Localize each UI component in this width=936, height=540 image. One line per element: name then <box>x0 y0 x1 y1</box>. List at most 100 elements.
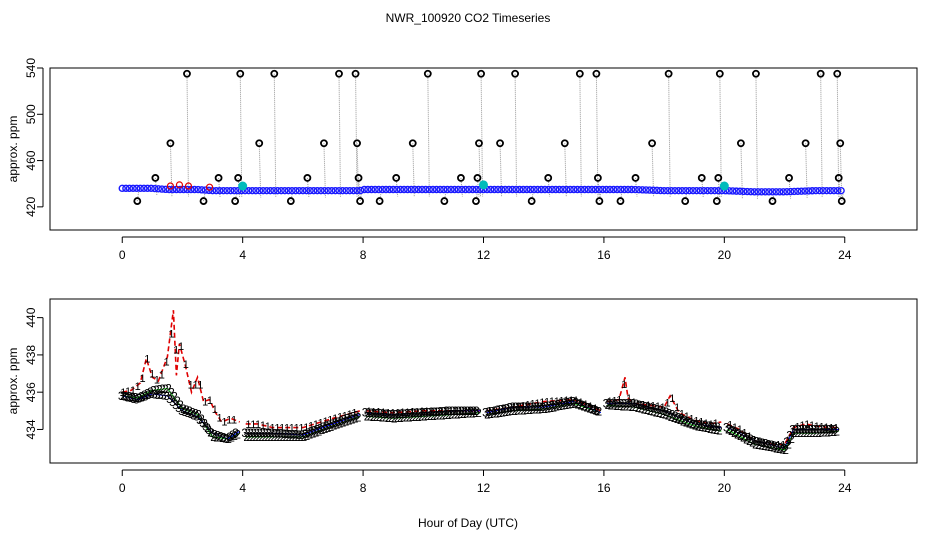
series-3-marker: 3 <box>756 435 763 449</box>
series-3-marker: 3 <box>735 426 742 440</box>
series-2-marker: 2 <box>659 407 666 421</box>
calibration-point <box>214 174 223 182</box>
series-3-marker: 3 <box>136 392 143 406</box>
calibration-point <box>408 139 417 148</box>
series-3-marker: 3 <box>606 396 613 410</box>
baseline-point <box>331 186 340 195</box>
baseline-point <box>580 185 589 194</box>
baseline-point <box>132 184 141 193</box>
series-1-marker: 1 <box>732 422 738 434</box>
series-2-marker: 2 <box>773 441 780 455</box>
series-3-marker: 3 <box>253 426 260 440</box>
series-3-marker: 3 <box>609 396 616 410</box>
series-3-marker: 3 <box>509 400 516 414</box>
baseline-point <box>324 186 332 195</box>
series-1-marker: 1 <box>780 439 786 451</box>
level1-point <box>166 182 175 190</box>
series-1-marker: 1 <box>761 438 767 450</box>
series-3-marker: 3 <box>332 416 339 430</box>
series-3-marker: 3 <box>148 387 155 401</box>
series-3-marker: 3 <box>666 406 673 420</box>
baseline-point <box>414 185 423 194</box>
series-3-marker: 3 <box>338 414 345 428</box>
series-1-marker: 1 <box>664 398 670 410</box>
series-2-marker: 2 <box>379 410 386 424</box>
baseline-point <box>407 185 415 194</box>
series-3-marker: 3 <box>554 397 561 411</box>
baseline-point <box>367 185 376 194</box>
series-2-marker: 2 <box>168 386 175 400</box>
series-2-marker: 2 <box>752 437 759 451</box>
spike-line <box>234 192 238 202</box>
series-3-line <box>486 400 602 414</box>
series-3-marker: 3 <box>530 400 537 414</box>
chart-title: NWR_100920 CO2 Timeseries <box>386 11 551 25</box>
series-3-marker: 3 <box>347 411 354 425</box>
series-2-marker: 2 <box>716 424 723 438</box>
series-3-marker: 3 <box>705 419 712 433</box>
series-2-marker: 2 <box>496 406 503 420</box>
baseline-point <box>382 185 390 194</box>
series-3-marker: 3 <box>569 395 576 409</box>
series-3-marker: 3 <box>467 404 474 418</box>
series-2-marker: 2 <box>767 440 774 454</box>
series-2-marker: 2 <box>605 398 612 412</box>
series-3-marker: 3 <box>160 389 167 403</box>
series-2-marker: 2 <box>150 383 157 397</box>
series-3-marker: 3 <box>145 388 152 402</box>
baseline-point <box>346 186 354 195</box>
baseline-point <box>653 186 661 195</box>
baseline-point <box>353 186 361 195</box>
series-1-marker: 1 <box>400 407 406 419</box>
bottom-x-tick-label: 16 <box>597 481 611 495</box>
series-2-marker: 2 <box>568 397 575 411</box>
series-3-marker: 3 <box>521 400 528 414</box>
spike-line <box>755 73 758 199</box>
top-x-tick-label: 20 <box>718 248 732 262</box>
series-3-marker: 3 <box>506 401 513 415</box>
series-2-marker: 2 <box>162 382 169 396</box>
calibration-point <box>356 197 364 205</box>
series-3-marker: 3 <box>166 392 173 406</box>
calibration-point <box>236 69 245 78</box>
baseline-point <box>436 185 444 194</box>
calibration-point <box>423 69 432 78</box>
baseline-point <box>147 184 155 193</box>
series-1-marker: 1 <box>294 423 300 435</box>
baseline-point <box>360 185 368 194</box>
series-3-marker: 3 <box>271 426 278 440</box>
series-1-marker: 1 <box>342 410 348 422</box>
series-3-marker: 3 <box>672 409 679 423</box>
baseline-point <box>678 186 686 195</box>
series-1-marker: 1 <box>785 435 791 447</box>
series-3-marker: 3 <box>675 410 682 424</box>
series-2-marker: 2 <box>225 432 232 446</box>
baseline-point <box>541 185 549 194</box>
series-3-marker: 3 <box>485 405 492 419</box>
series-2-marker: 2 <box>204 421 211 435</box>
series-3-marker: 3 <box>624 396 631 410</box>
baseline-point <box>356 186 365 195</box>
top-x-tick-label: 0 <box>119 248 126 262</box>
series-3-marker: 3 <box>262 426 269 440</box>
baseline-point <box>505 185 513 194</box>
series-3-marker: 3 <box>744 431 751 445</box>
series-2-marker: 2 <box>373 410 380 424</box>
series-2-marker: 2 <box>713 423 720 437</box>
series-2-marker: 2 <box>794 426 801 440</box>
baseline-point <box>179 185 188 194</box>
calibration-point <box>477 69 485 78</box>
series-3-marker: 3 <box>157 388 164 402</box>
series-2-marker: 2 <box>120 389 127 403</box>
series-3-marker: 3 <box>488 404 495 418</box>
series-2-marker: 2 <box>541 402 548 416</box>
spike-line <box>379 191 382 202</box>
series-3-marker: 3 <box>217 430 224 444</box>
series-3-marker: 3 <box>452 404 459 418</box>
calibration-point <box>616 197 625 205</box>
series-1-marker: 1 <box>828 423 834 435</box>
baseline-point <box>830 186 838 195</box>
baseline-point <box>378 185 387 194</box>
spike-line <box>598 191 602 202</box>
series-2-marker: 2 <box>340 416 347 430</box>
